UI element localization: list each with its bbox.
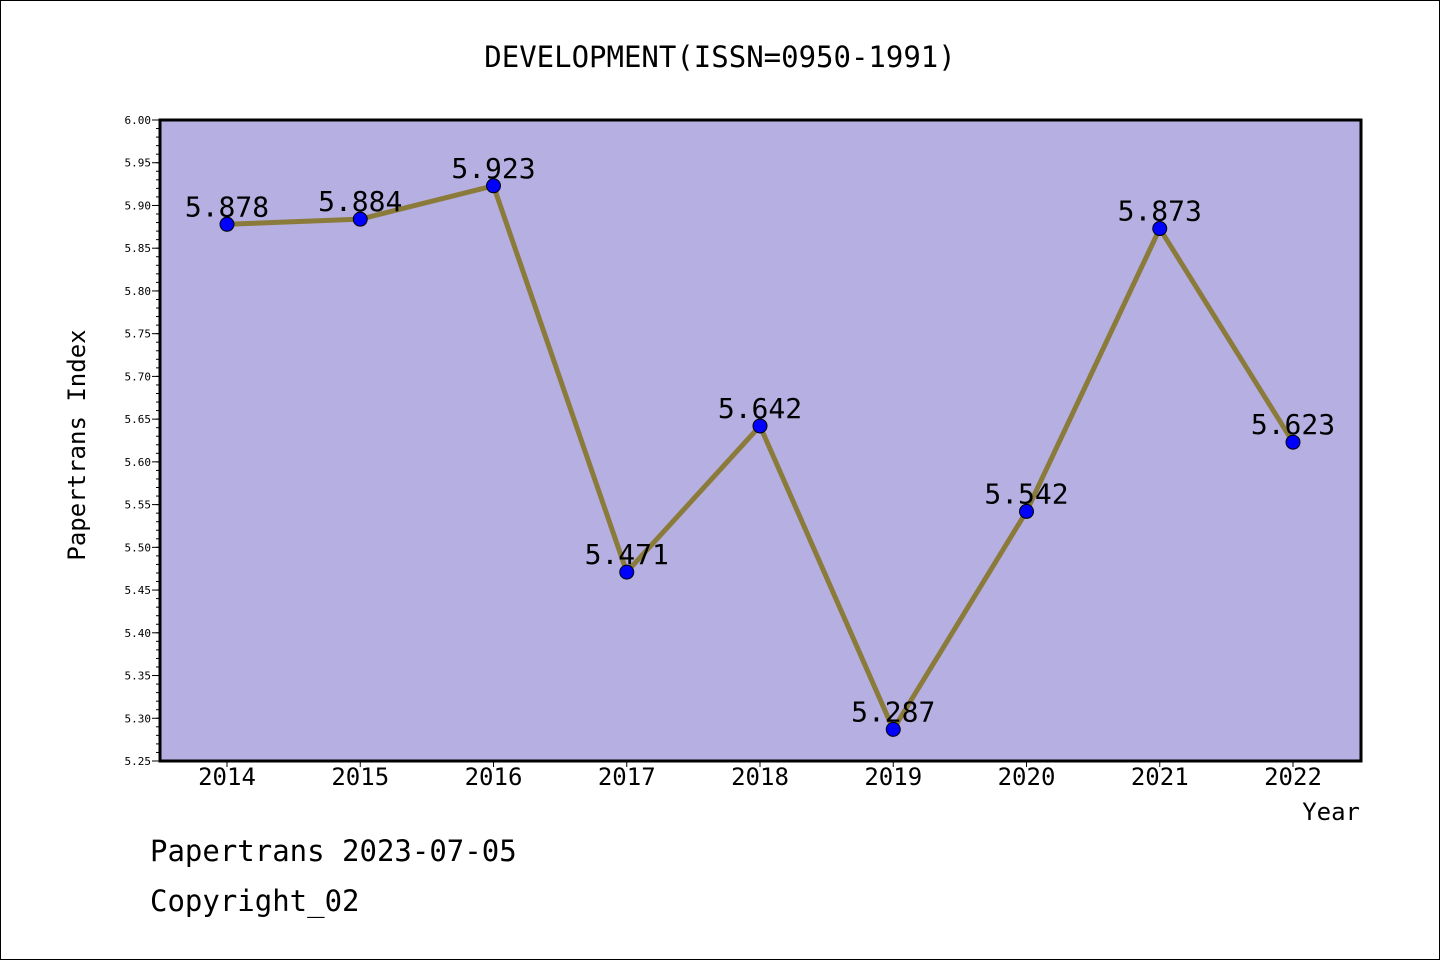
y-tick-label: 5.35: [125, 670, 152, 683]
x-tick-label: 2021: [1131, 763, 1189, 791]
data-label: 5.471: [585, 538, 669, 571]
data-label: 5.287: [851, 695, 935, 728]
x-tick-label: 2017: [598, 763, 656, 791]
chart-title: DEVELOPMENT(ISSN=0950-1991): [484, 40, 955, 74]
data-label: 5.542: [984, 477, 1068, 510]
data-point: [752, 418, 768, 434]
data-label: 5.873: [1118, 195, 1202, 228]
data-point: [885, 721, 901, 737]
data-label: 5.623: [1251, 408, 1335, 441]
y-tick-label: 5.50: [125, 541, 152, 554]
y-tick-label: 5.90: [125, 199, 152, 212]
data-label: 5.923: [451, 152, 535, 185]
x-tick-label: 2019: [864, 763, 922, 791]
y-tick-label: 5.85: [125, 242, 152, 255]
y-tick-label: 5.80: [125, 285, 152, 298]
data-label: 5.878: [185, 190, 269, 223]
series-markers: [219, 178, 1301, 737]
y-tick-label: 5.45: [125, 584, 152, 597]
data-point: [1019, 503, 1034, 519]
footer-date-line: Papertrans 2023-07-05: [150, 834, 517, 868]
data-point: [219, 216, 235, 232]
y-tick-label: 6.00: [125, 114, 152, 127]
y-tick-label: 5.70: [125, 370, 152, 383]
x-tick-label: 2015: [331, 763, 389, 791]
y-tick-label: 5.95: [125, 157, 152, 170]
data-labels: 5.878 5.884 5.923 5.471 5.642 5.287 5.542 5.873…: [185, 152, 1335, 729]
y-tick-label: 5.25: [125, 755, 152, 768]
x-tick-label: 2020: [998, 763, 1056, 791]
y-tick-label: 5.65: [125, 413, 152, 426]
data-label: 5.884: [318, 185, 402, 218]
data-point: [619, 564, 635, 580]
x-tick-label: 2022: [1264, 763, 1322, 791]
y-tick-label: 5.30: [125, 712, 152, 725]
x-tick-label: 2018: [731, 763, 789, 791]
y-tick-label: 5.55: [125, 499, 152, 512]
y-axis-ticks: 5.25 5.30 5.35 5.40 5.45 5.50 5.55 5.60 5.65 5.70…: [125, 114, 160, 768]
data-label: 5.642: [718, 392, 802, 425]
x-axis-ticks: 2014 2015 2016 2017 2018 2019 2020 2021 2022: [198, 761, 1322, 791]
y-axis-label: Papertrans Index: [63, 329, 91, 560]
y-tick-label: 5.40: [125, 627, 152, 640]
y-tick-label: 5.60: [125, 456, 152, 469]
data-point: [352, 211, 368, 227]
x-tick-label: 2014: [198, 763, 256, 791]
x-axis-label: Year: [1302, 798, 1360, 826]
data-point: [1285, 434, 1301, 450]
x-tick-label: 2016: [465, 763, 523, 791]
data-point: [486, 178, 501, 194]
footer-copyright: Copyright_02: [150, 884, 360, 918]
y-tick-label: 5.75: [125, 328, 152, 341]
data-point: [1152, 221, 1168, 237]
